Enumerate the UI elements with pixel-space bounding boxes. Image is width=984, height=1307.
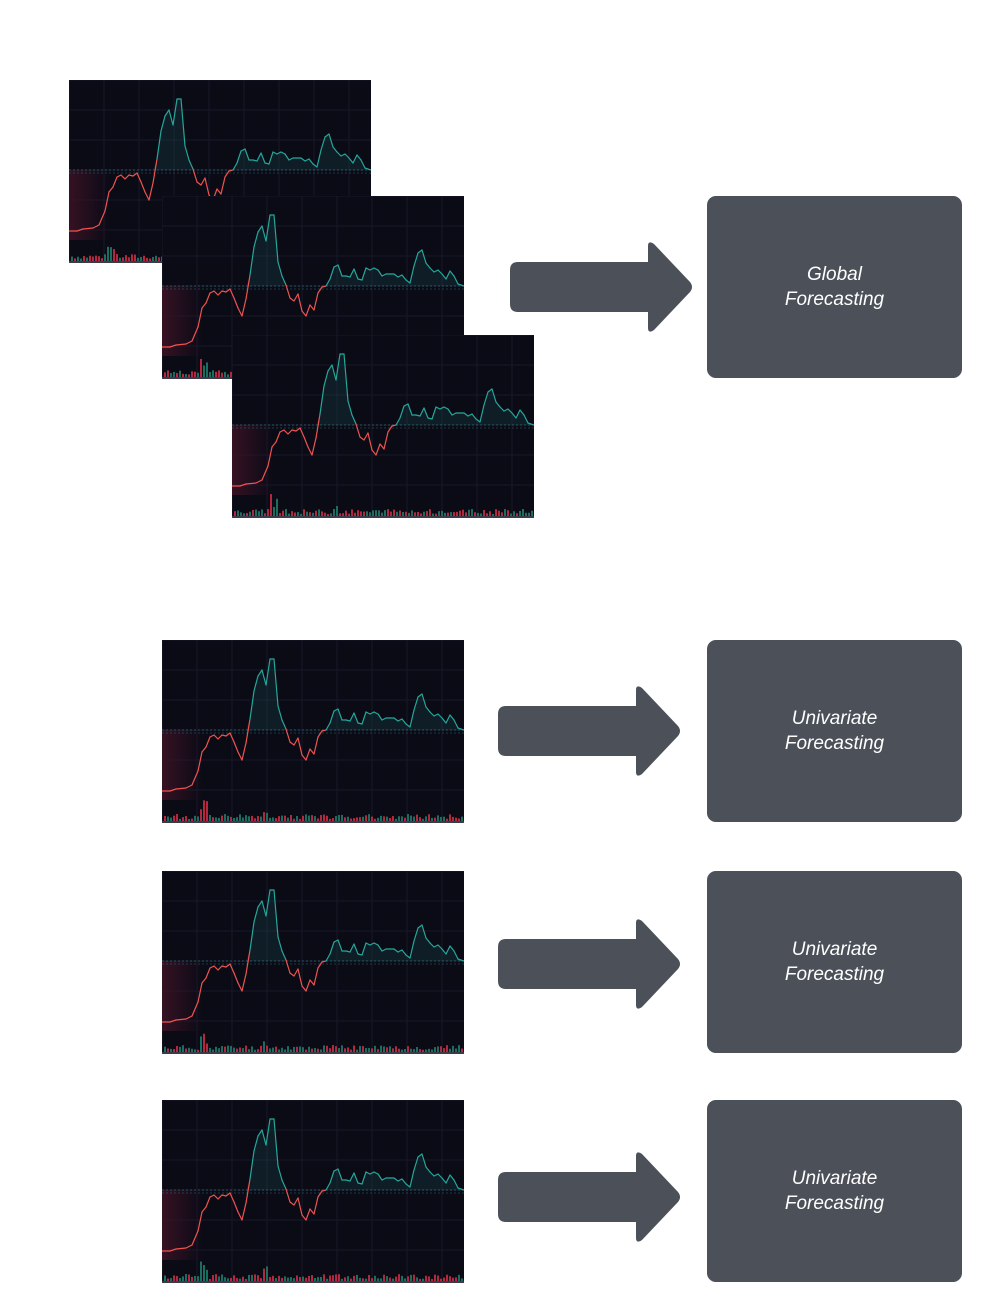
- univariate-forecasting-label-line1: Univariate: [791, 1168, 878, 1189]
- series-thumbnail-univariate-1: [162, 640, 464, 823]
- series-chart-graphic: [162, 640, 464, 823]
- univariate-forecasting-box-3: Univariate Forecasting: [707, 1100, 962, 1282]
- univariate-forecasting-label-line2: Forecasting: [784, 964, 885, 985]
- arrow-right-icon: [510, 242, 692, 332]
- univariate-forecasting-label-line1: Univariate: [791, 708, 878, 729]
- arrow-right-icon: [498, 1152, 680, 1242]
- univariate-forecasting-box-2: Univariate Forecasting: [707, 871, 962, 1053]
- series-chart-graphic: [162, 1100, 464, 1283]
- series-thumbnail-global-3: [232, 335, 534, 518]
- global-forecasting-label-line2: Forecasting: [784, 289, 885, 310]
- univariate-forecasting-box-1: Univariate Forecasting: [707, 640, 962, 822]
- arrow-right-icon: [498, 686, 680, 776]
- univariate-forecasting-label-line1: Univariate: [791, 939, 878, 960]
- arrow-right-icon: [498, 919, 680, 1009]
- series-chart-graphic: [232, 335, 534, 518]
- global-forecasting-box: Global Forecasting: [707, 196, 962, 378]
- global-forecasting-label-line1: Global: [807, 264, 862, 285]
- univariate-forecasting-label-line2: Forecasting: [784, 733, 885, 754]
- series-thumbnail-univariate-3: [162, 1100, 464, 1283]
- series-thumbnail-univariate-2: [162, 871, 464, 1054]
- univariate-forecasting-label-line2: Forecasting: [784, 1193, 885, 1214]
- series-chart-graphic: [162, 871, 464, 1054]
